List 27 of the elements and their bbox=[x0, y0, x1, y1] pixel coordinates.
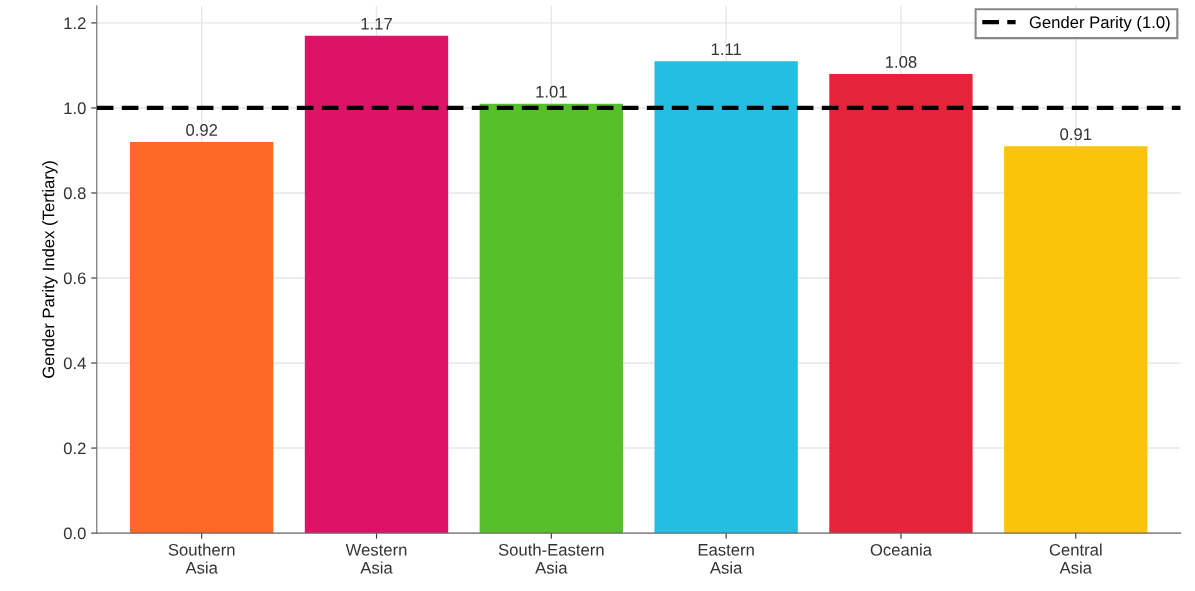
y-tick-label: 1.2 bbox=[64, 17, 86, 29]
bar bbox=[654, 61, 798, 534]
x-tick-label: Eastern Asia bbox=[698, 544, 754, 574]
y-tick-label: 0.2 bbox=[63, 442, 86, 455]
legend-label: Gender Parity (1.0) bbox=[1029, 15, 1170, 32]
x-tick-label: South-Eastern Asia bbox=[498, 543, 604, 574]
bar bbox=[479, 103, 623, 534]
data-label: 1.11 bbox=[711, 43, 741, 55]
bar bbox=[130, 141, 274, 534]
y-tick-label: 1.0 bbox=[64, 102, 86, 115]
x-tick-label: Southern Asia bbox=[168, 543, 235, 574]
y-tick-label: 0.6 bbox=[63, 272, 86, 285]
data-label: 1.17 bbox=[361, 17, 392, 30]
data-label: 0.91 bbox=[1060, 128, 1092, 141]
x-tick-label: Oceania bbox=[870, 543, 932, 556]
y-tick-label: 0.8 bbox=[63, 187, 86, 200]
x-tick-label: Central Asia bbox=[1049, 543, 1102, 574]
data-label: 1.01 bbox=[536, 85, 567, 98]
y-axis-title: Gender Parity Index (Tertiary) bbox=[42, 161, 58, 378]
y-tick-label: 0.4 bbox=[63, 357, 86, 370]
bar bbox=[1004, 146, 1148, 534]
bar bbox=[829, 73, 973, 534]
data-label: 1.08 bbox=[886, 56, 917, 68]
y-tick-label: 0.0 bbox=[63, 527, 86, 540]
bar bbox=[304, 35, 449, 534]
data-label: 0.92 bbox=[186, 124, 218, 136]
x-tick-label: Western Asia bbox=[345, 544, 407, 574]
